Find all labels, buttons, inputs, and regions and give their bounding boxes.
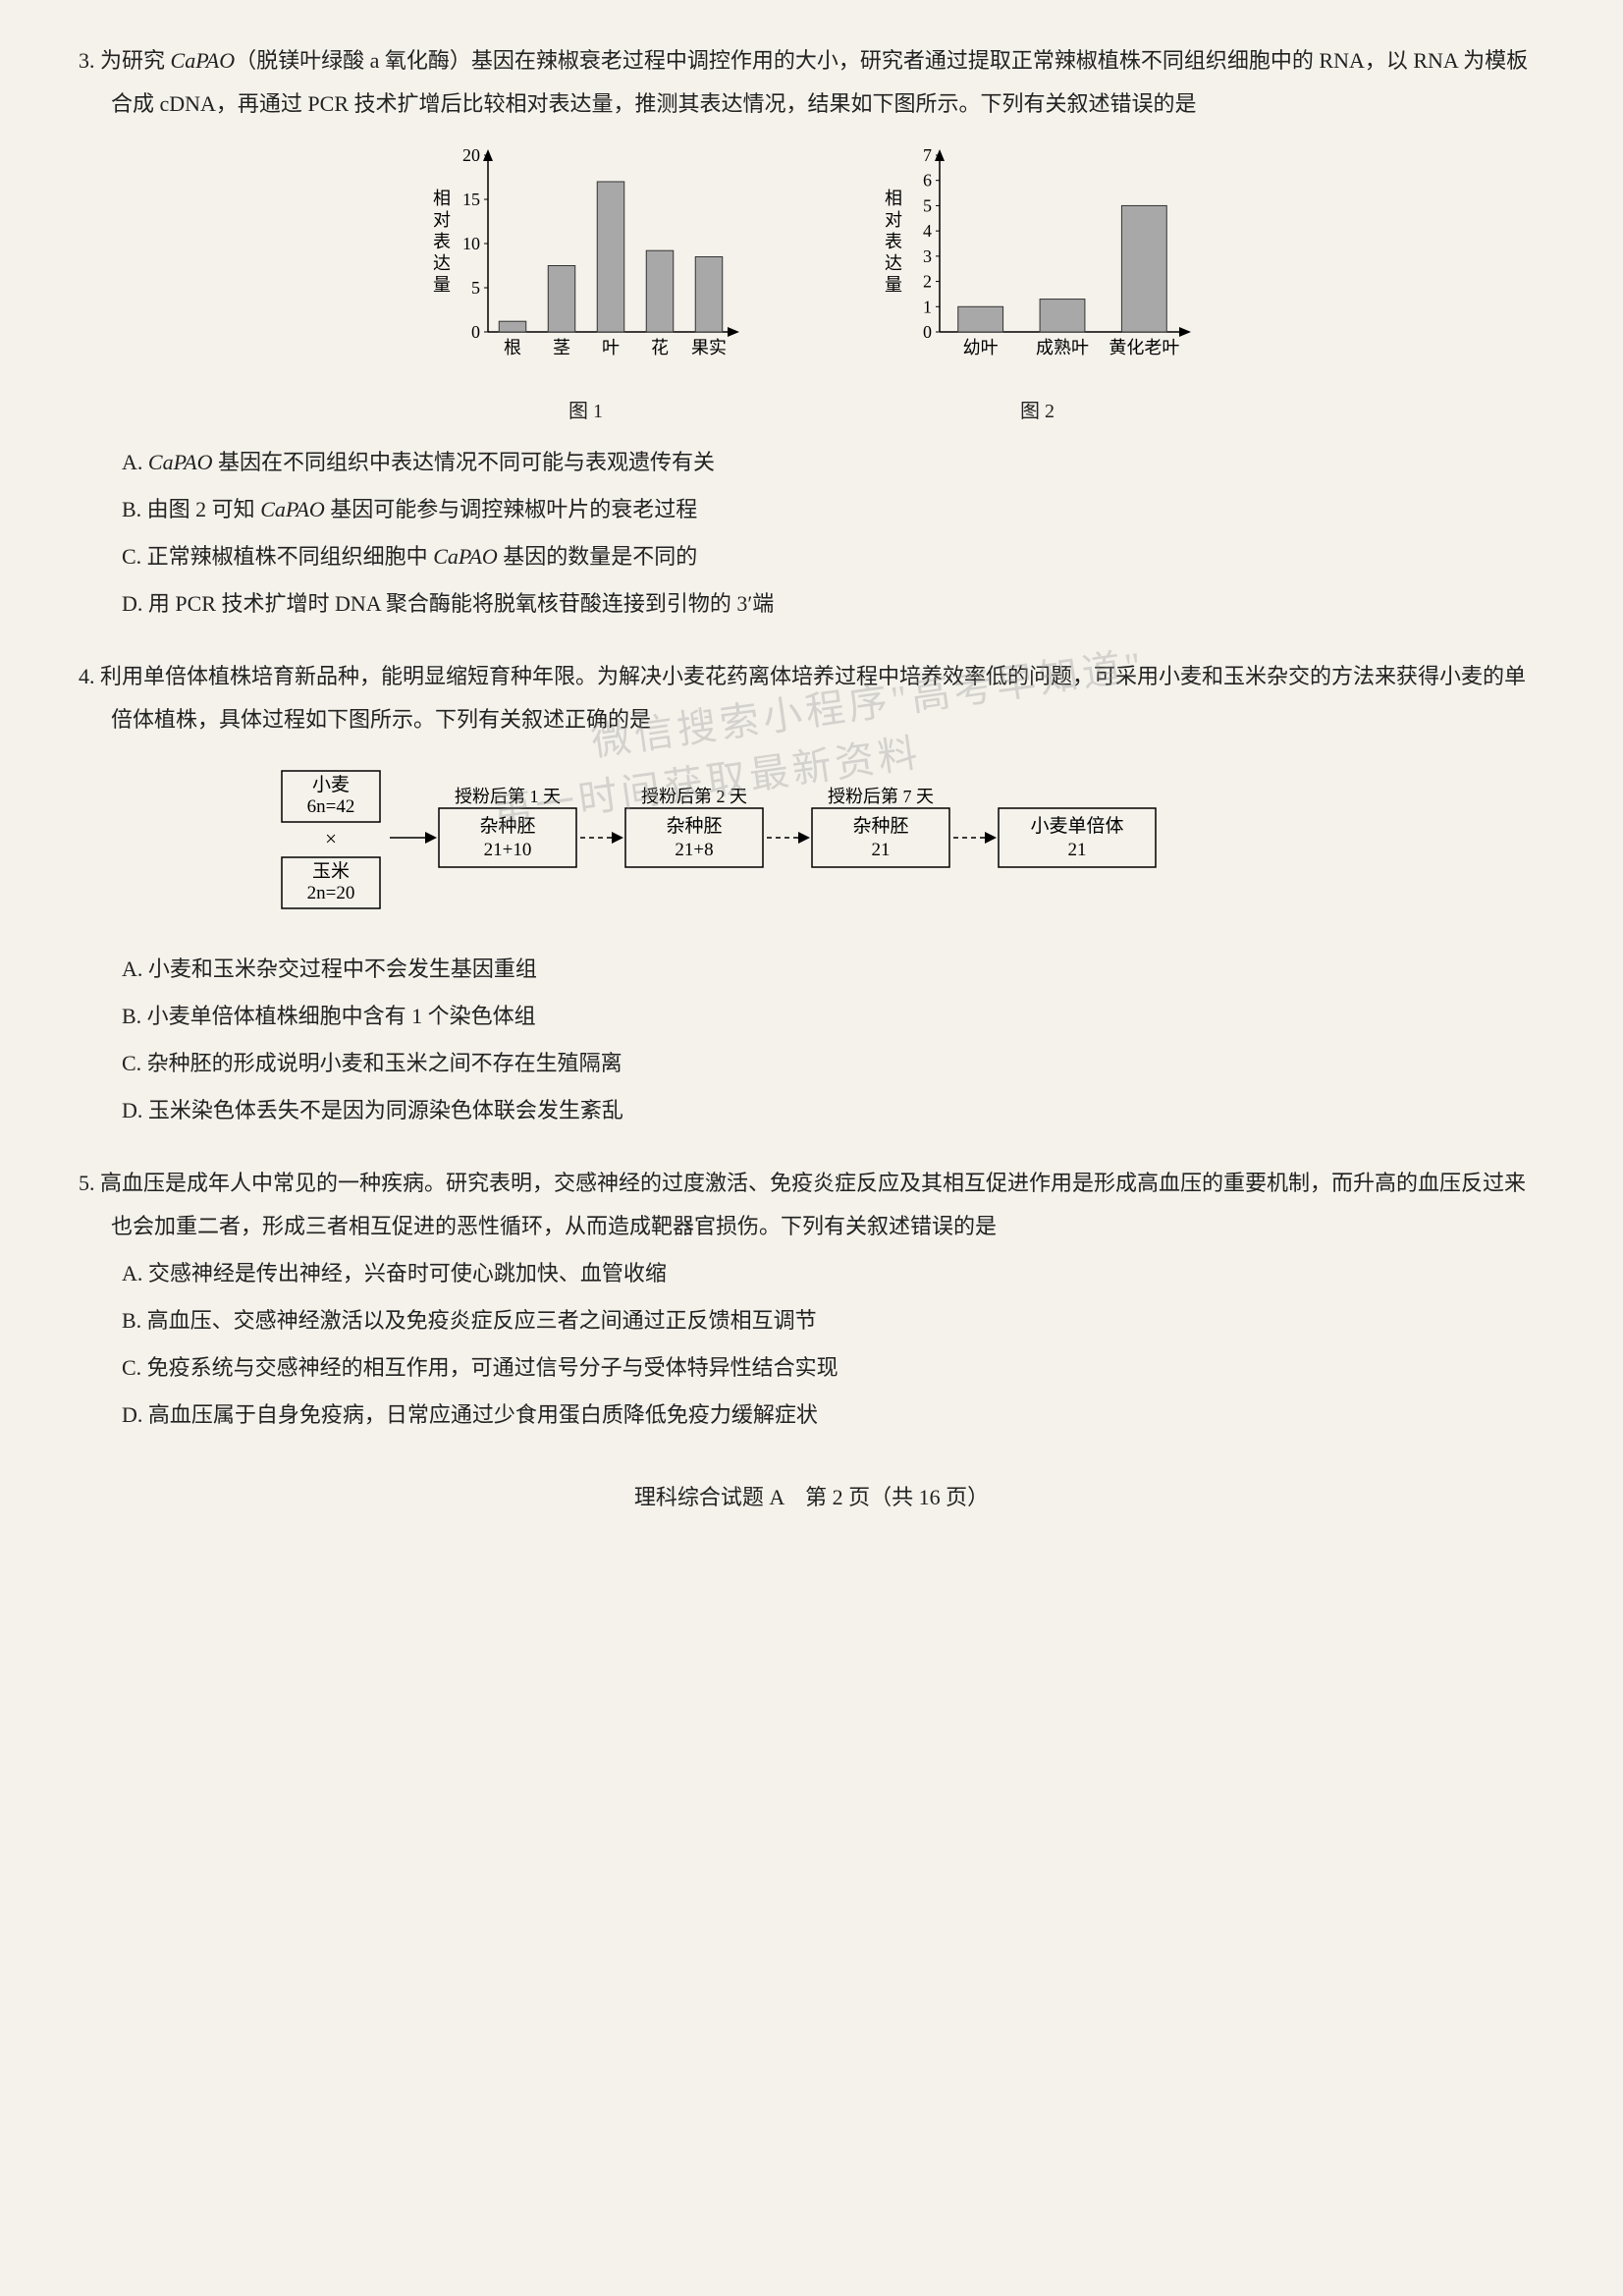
q3-charts: 相对表达量05101520根茎叶花果实 图 1 相对表达量01234567幼叶成… (79, 145, 1544, 431)
svg-text:表: 表 (885, 232, 902, 251)
svg-text:5: 5 (923, 195, 932, 215)
svg-text:15: 15 (462, 190, 480, 209)
chart-1-block: 相对表达量 0 5 10 15 20 根 茎 叶 花 果实 图 1 (419, 145, 753, 431)
q4-text: 4. 利用单倍体植株培育新品种，能明显缩短育种年限。为解决小麦花药离体培养过程中… (111, 655, 1544, 741)
svg-text:授粉后第 7 天: 授粉后第 7 天 (828, 787, 934, 806)
svg-text:对: 对 (433, 210, 451, 230)
svg-text:杂种胚: 杂种胚 (479, 815, 535, 837)
svg-text:达: 达 (885, 253, 902, 273)
svg-text:21: 21 (1067, 840, 1086, 860)
q4-option-c: C. 杂种胚的形成说明小麦和玉米之间不存在生殖隔离 (122, 1042, 1544, 1085)
page-footer: 理科综合试题 A 第 2 页（共 16 页） (79, 1476, 1544, 1519)
question-5: 5. 高血压是成年人中常见的一种疾病。研究表明，交感神经的过度激活、免疫炎症反应… (79, 1162, 1544, 1437)
q4-num: 4. (79, 664, 95, 688)
chart-2: 相对表达量 0 1 2 3 4 5 6 7 幼叶 成熟叶 黄化老叶 (871, 145, 1205, 386)
svg-text:花: 花 (651, 338, 669, 357)
q4-flowchart: 小麦6n=42×玉米2n=20授粉后第 1 天杂种胚21+10授粉后第 2 天杂… (79, 761, 1544, 928)
svg-text:4: 4 (923, 221, 932, 241)
svg-text:达: 达 (433, 253, 451, 273)
q5-text: 5. 高血压是成年人中常见的一种疾病。研究表明，交感神经的过度激活、免疫炎症反应… (111, 1162, 1544, 1248)
q4-body: 利用单倍体植株培育新品种，能明显缩短育种年限。为解决小麦花药离体培养过程中培养效… (100, 664, 1526, 732)
q3-text: 3. 为研究 CaPAO（脱镁叶绿酸 a 氧化酶）基因在辣椒衰老过程中调控作用的… (111, 39, 1544, 126)
svg-text:玉米: 玉米 (311, 860, 349, 882)
q3-option-a: A. CaPAO 基因在不同组织中表达情况不同可能与表观遗传有关 (122, 441, 1544, 484)
q3-option-b: B. 由图 2 可知 CaPAO 基因可能参与调控辣椒叶片的衰老过程 (122, 488, 1544, 531)
q3-body: 为研究 CaPAO（脱镁叶绿酸 a 氧化酶）基因在辣椒衰老过程中调控作用的大小，… (100, 48, 1528, 116)
q5-option-b: B. 高血压、交感神经激活以及免疫炎症反应三者之间通过正反馈相互调节 (122, 1299, 1544, 1342)
chart-2-block: 相对表达量 0 1 2 3 4 5 6 7 幼叶 成熟叶 黄化老叶 图 2 (871, 145, 1205, 431)
q5-body: 高血压是成年人中常见的一种疾病。研究表明，交感神经的过度激活、免疫炎症反应及其相… (100, 1171, 1526, 1238)
svg-text:成熟叶: 成熟叶 (1036, 338, 1089, 357)
q3-option-d: D. 用 PCR 技术扩增时 DNA 聚合酶能将脱氧核苷酸连接到引物的 3′端 (122, 582, 1544, 626)
svg-text:6: 6 (923, 171, 932, 191)
svg-text:表: 表 (433, 232, 451, 251)
svg-text:茎: 茎 (553, 338, 570, 357)
q5-options: A. 交感神经是传出神经，兴奋时可使心跳加快、血管收缩 B. 高血压、交感神经激… (122, 1252, 1544, 1437)
svg-text:0: 0 (923, 322, 932, 342)
svg-text:3: 3 (923, 246, 932, 266)
svg-text:5: 5 (471, 278, 480, 298)
chart-2-title: 图 2 (871, 392, 1205, 431)
q4-option-b: B. 小麦单倍体植株细胞中含有 1 个染色体组 (122, 995, 1544, 1038)
q5-num: 5. (79, 1171, 95, 1195)
svg-text:10: 10 (462, 234, 480, 253)
svg-text:幼叶: 幼叶 (962, 338, 998, 357)
svg-text:授粉后第 2 天: 授粉后第 2 天 (641, 787, 747, 806)
svg-text:黄化老叶: 黄化老叶 (1109, 338, 1179, 357)
svg-text:6n=42: 6n=42 (306, 796, 354, 817)
q5-option-a: A. 交感神经是传出神经，兴奋时可使心跳加快、血管收缩 (122, 1252, 1544, 1295)
q4-option-a: A. 小麦和玉米杂交过程中不会发生基因重组 (122, 948, 1544, 991)
svg-text:2: 2 (923, 272, 932, 292)
svg-text:杂种胚: 杂种胚 (852, 815, 908, 837)
svg-text:相: 相 (885, 189, 902, 208)
svg-text:7: 7 (923, 145, 932, 165)
svg-text:果实: 果实 (691, 338, 727, 357)
q5-option-c: C. 免疫系统与交感神经的相互作用，可通过信号分子与受体特异性结合实现 (122, 1346, 1544, 1390)
chart-1: 相对表达量 0 5 10 15 20 根 茎 叶 花 果实 (419, 145, 753, 386)
q4-option-d: D. 玉米染色体丢失不是因为同源染色体联会发生紊乱 (122, 1089, 1544, 1132)
svg-text:1: 1 (923, 297, 932, 316)
svg-text:对: 对 (885, 210, 902, 230)
svg-text:21+8: 21+8 (675, 840, 713, 860)
q3-options: A. CaPAO 基因在不同组织中表达情况不同可能与表观遗传有关 B. 由图 2… (122, 441, 1544, 626)
svg-text:相: 相 (433, 189, 451, 208)
svg-text:授粉后第 1 天: 授粉后第 1 天 (455, 787, 561, 806)
svg-text:叶: 叶 (602, 338, 620, 357)
q4-options: A. 小麦和玉米杂交过程中不会发生基因重组 B. 小麦单倍体植株细胞中含有 1 … (122, 948, 1544, 1132)
svg-text:根: 根 (504, 338, 521, 357)
svg-text:小麦单倍体: 小麦单倍体 (1030, 815, 1123, 837)
svg-text:21: 21 (871, 840, 890, 860)
svg-text:杂种胚: 杂种胚 (666, 815, 722, 837)
svg-text:量: 量 (885, 275, 902, 295)
question-4: 微信搜索小程序"高考早知道" 第一时间获取最新资料 4. 利用单倍体植株培育新品… (79, 655, 1544, 1132)
chart-1-title: 图 1 (419, 392, 753, 431)
svg-text:小麦: 小麦 (311, 774, 349, 795)
svg-text:2n=20: 2n=20 (306, 883, 354, 903)
q3-num: 3. (79, 48, 95, 73)
q5-option-d: D. 高血压属于自身免疫病，日常应通过少食用蛋白质降低免疫力缓解症状 (122, 1394, 1544, 1437)
svg-text:×: × (325, 827, 337, 850)
svg-text:21+10: 21+10 (483, 840, 531, 860)
svg-text:20: 20 (462, 145, 480, 165)
question-3: 3. 为研究 CaPAO（脱镁叶绿酸 a 氧化酶）基因在辣椒衰老过程中调控作用的… (79, 39, 1544, 626)
svg-text:量: 量 (433, 275, 451, 295)
svg-text:0: 0 (471, 322, 480, 342)
q3-option-c: C. 正常辣椒植株不同组织细胞中 CaPAO 基因的数量是不同的 (122, 535, 1544, 578)
